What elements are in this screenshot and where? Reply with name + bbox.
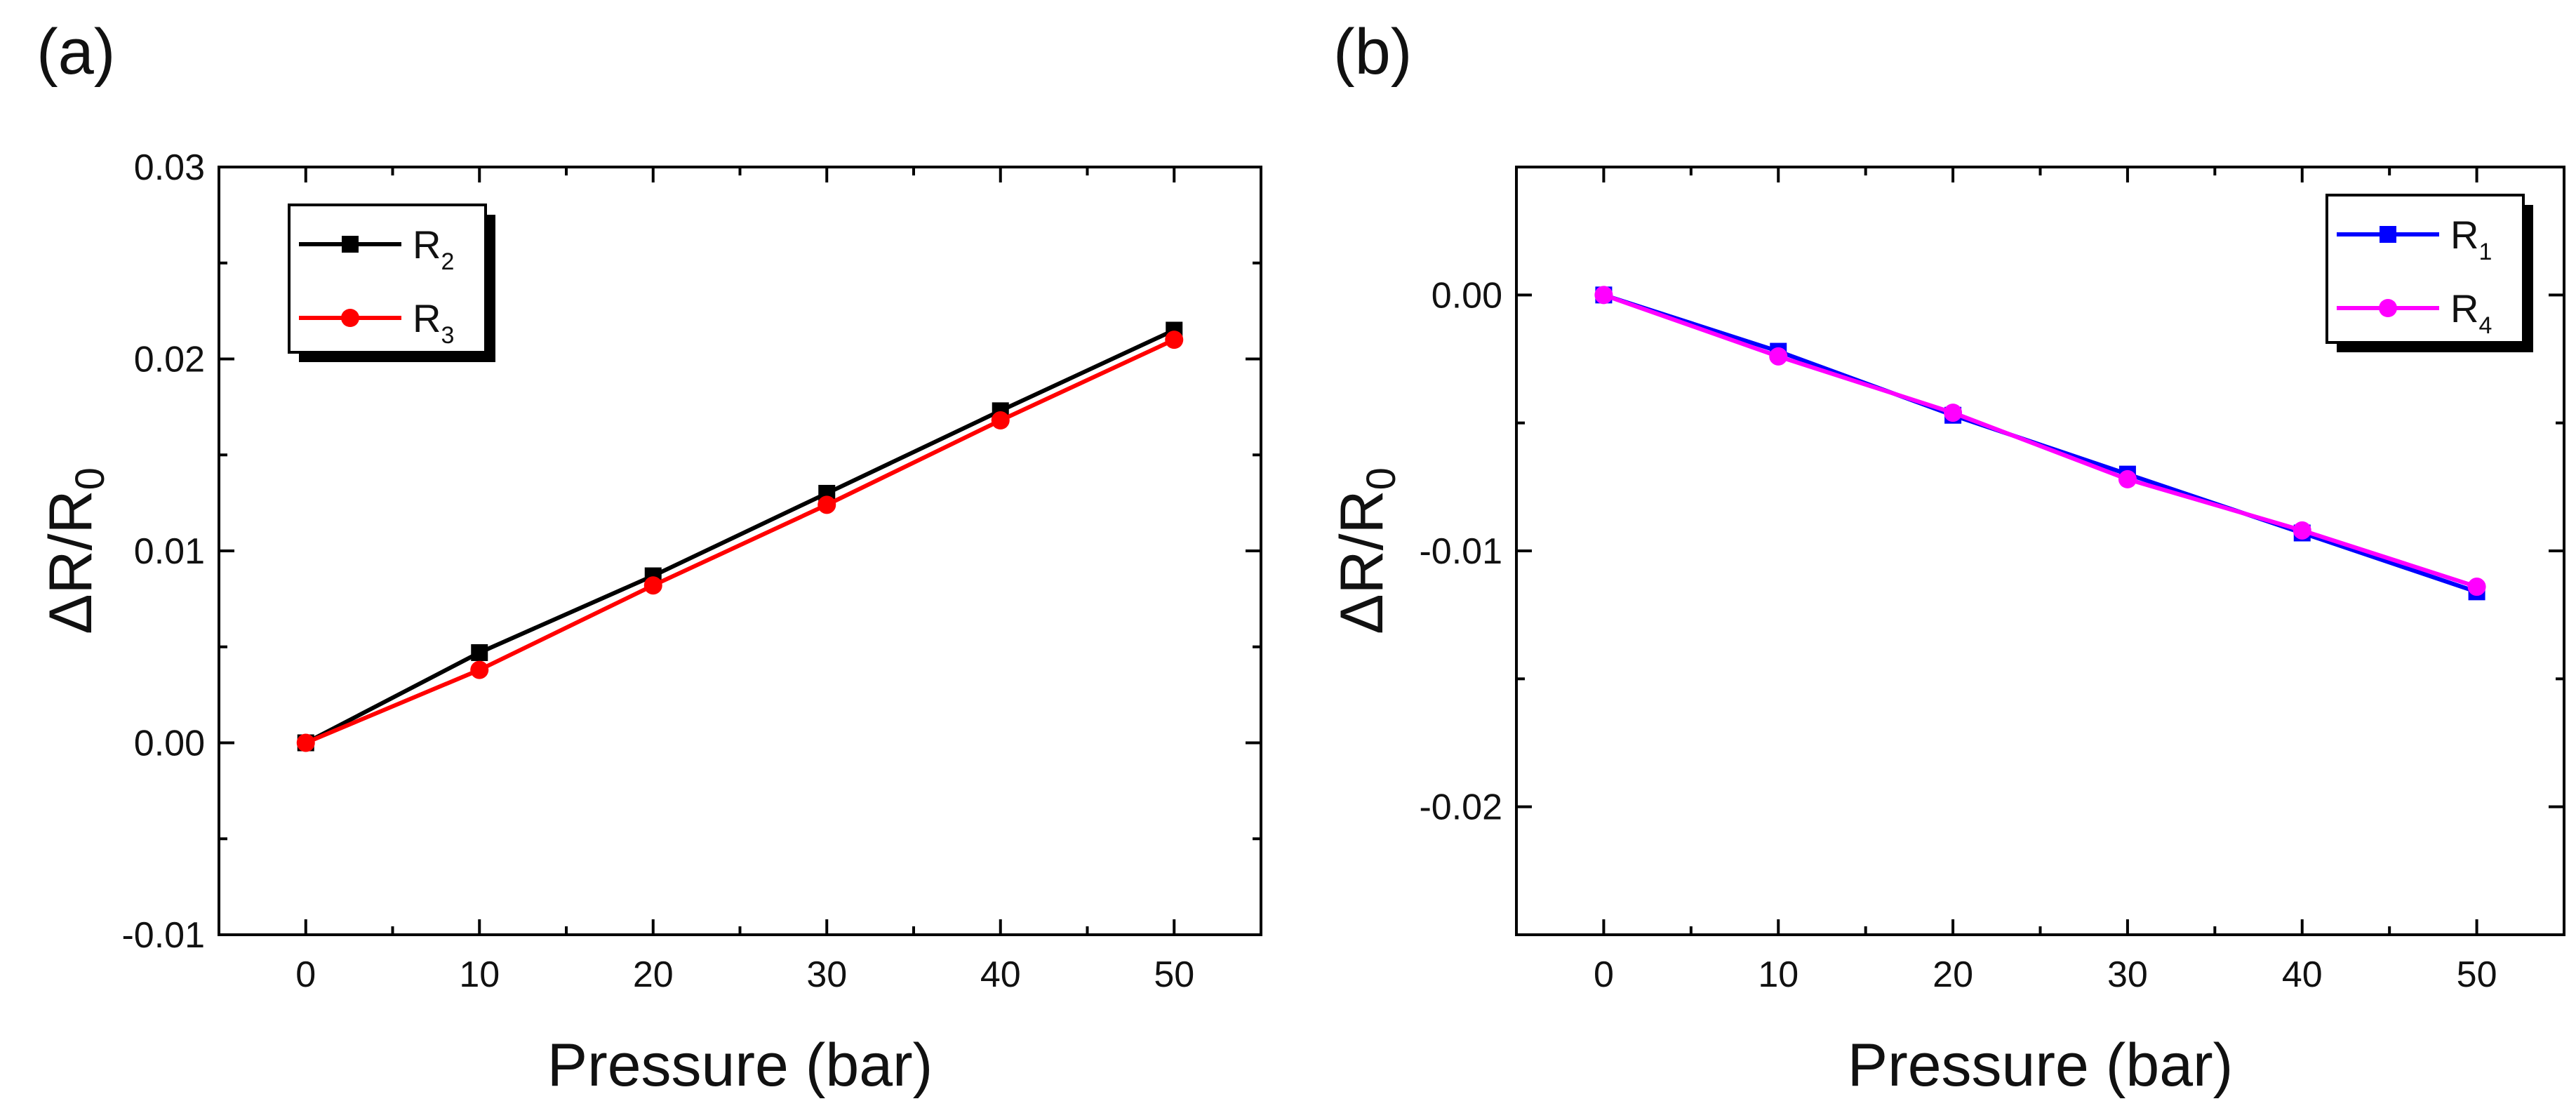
- x-tick-label: 10: [1758, 954, 1798, 995]
- y-axis-title: ΔR/R0: [1328, 467, 1404, 634]
- data-point-R4: [1944, 404, 1963, 422]
- y-axis-title-sub: 0: [1359, 467, 1404, 490]
- data-point-R4: [1594, 286, 1613, 305]
- x-axis-title: Pressure (bar): [1848, 1032, 2234, 1099]
- x-tick-label: 0: [295, 954, 316, 995]
- chart-panel-a: (a)0 10 20 30 40 50-0.010.000.010.020.03Press…: [36, 16, 1262, 1099]
- legend-label: R2: [413, 222, 454, 275]
- data-point-R3: [470, 660, 489, 679]
- y-tick-label: -0.01: [1419, 531, 1502, 572]
- data-point-R2: [471, 644, 488, 661]
- y-tick-label: 0.01: [134, 531, 205, 572]
- x-tick-label: 20: [633, 954, 674, 995]
- legend-label-sub: 4: [2478, 312, 2492, 339]
- data-point-R3: [991, 411, 1010, 430]
- y-axis-title-sub: 0: [67, 467, 113, 490]
- series-line-R3: [305, 338, 1175, 745]
- x-tick-label: 30: [2107, 954, 2148, 995]
- x-tick-label: 50: [1154, 954, 1194, 995]
- data-point-R4: [2293, 521, 2311, 540]
- data-point-R3: [643, 576, 662, 595]
- legend-marker-R2: [342, 236, 359, 253]
- legend-marker-R3: [341, 309, 359, 327]
- data-point-R3: [296, 733, 315, 752]
- legend-marker-R4: [2379, 299, 2397, 317]
- x-tick-label: 0: [1594, 954, 1614, 995]
- legend-label-base: R: [2450, 286, 2478, 331]
- x-tick-label: 10: [459, 954, 500, 995]
- y-tick-label: 0.00: [134, 724, 205, 764]
- data-point-R3: [817, 495, 836, 514]
- panel-label: (b): [1333, 16, 1412, 88]
- panel-label: (a): [36, 16, 115, 88]
- y-tick-label: 0.03: [134, 147, 205, 188]
- legend-box: [288, 204, 487, 354]
- x-tick-label: 40: [2282, 954, 2323, 995]
- legend-label-base: R: [2450, 213, 2478, 257]
- legend-label-base: R: [413, 222, 441, 267]
- y-axis-title: ΔR/R0: [37, 467, 113, 634]
- y-axis-title-base: ΔR/R: [1328, 490, 1396, 634]
- legend-label: R1: [2450, 213, 2492, 265]
- series-line-R4: [1603, 293, 2478, 589]
- x-tick-label: 50: [2457, 954, 2497, 995]
- legend-label-base: R: [413, 296, 441, 340]
- legend-label: R3: [413, 296, 454, 349]
- series-line-R2: [305, 328, 1175, 745]
- legend-box: [2325, 194, 2525, 344]
- y-tick-label: -0.02: [1419, 787, 1502, 828]
- data-point-R4: [2118, 469, 2137, 488]
- data-point-R3: [1165, 331, 1184, 349]
- data-point-R4: [2467, 578, 2486, 597]
- legend-label: R4: [2450, 286, 2492, 339]
- x-tick-label: 20: [1933, 954, 1973, 995]
- y-tick-label: 0.02: [134, 340, 205, 380]
- legend-label-sub: 3: [441, 322, 454, 349]
- y-axis-title-base: ΔR/R: [37, 490, 105, 634]
- legend-marker-R1: [2380, 226, 2396, 243]
- x-axis-title: Pressure (bar): [547, 1032, 933, 1099]
- y-tick-label: -0.01: [121, 915, 205, 956]
- y-tick-label: 0.00: [1432, 275, 1502, 316]
- data-point-R4: [1769, 347, 1788, 366]
- x-tick-label: 40: [980, 954, 1021, 995]
- legend-label-sub: 1: [2478, 239, 2492, 265]
- x-tick-label: 30: [806, 954, 847, 995]
- legend-label-sub: 2: [441, 248, 454, 275]
